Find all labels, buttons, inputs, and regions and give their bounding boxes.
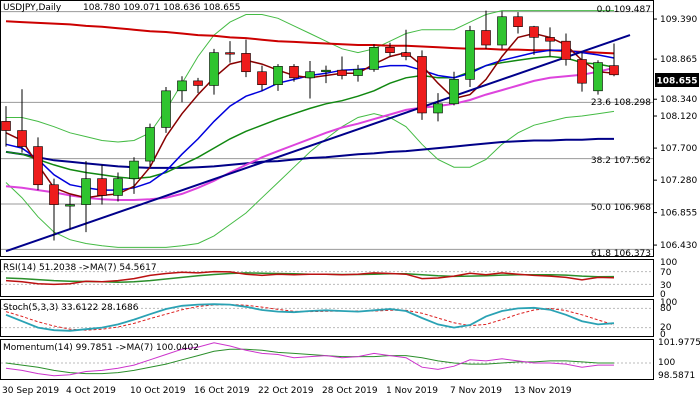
stoch-label: Stoch(5,3,3) 33.6122 28.1686: [3, 303, 139, 313]
candle-body: [193, 80, 203, 86]
candle-body: [49, 184, 59, 205]
current-price-marker: [655, 73, 699, 87]
candle-body: [241, 53, 251, 73]
candle-body: [273, 66, 283, 86]
date-axis-label: 10 Oct 2019: [130, 386, 186, 396]
main-panel-frame: [0, 0, 654, 257]
price-axis-label: 108.865: [660, 55, 697, 65]
candle-body: [385, 46, 395, 53]
date-axis-label: 28 Oct 2019: [322, 386, 378, 396]
fib-label-50: 50.0 106.968: [591, 203, 651, 213]
candle-body: [177, 80, 187, 92]
candle-body: [577, 59, 587, 84]
fib-label-0: 0.0 109.487: [597, 5, 651, 15]
stoch-axis-label: 20: [660, 323, 672, 333]
stoch-d-line: [5, 304, 615, 331]
fib-label-382: 38.2 107.562: [591, 156, 651, 166]
price-axis-label: 109.390: [660, 15, 697, 25]
candle-body: [65, 204, 75, 207]
candle-body: [529, 26, 539, 38]
momentum-axis-label: 98.5871: [658, 371, 695, 381]
candle-body: [129, 160, 139, 179]
candle-body: [593, 62, 603, 92]
candle-body: [609, 65, 619, 76]
candle-body: [97, 178, 107, 196]
date-axis-label: 4 Oct 2019: [66, 386, 116, 396]
candle-body: [353, 69, 363, 76]
candle-body: [433, 103, 443, 114]
momentum-label: Momentum(14) 99.7851 ->MA(7) 100.0402: [3, 343, 199, 353]
ma-red-line: [5, 20, 615, 55]
stoch-axis-label: 0: [660, 330, 666, 340]
price-axis-label: 107.280: [660, 176, 697, 186]
price-axis-label: 106.430: [660, 241, 697, 251]
candle-body: [17, 130, 27, 147]
candle-body: [289, 66, 299, 79]
candle-body: [369, 46, 379, 70]
candle-body: [33, 146, 43, 186]
chart-symbol-label: USDJPY,Daily: [3, 3, 62, 13]
price-axis-label: 108.120: [660, 112, 697, 122]
chart-ohlc-label: 108.780 109.071 108.636 108.655: [83, 3, 240, 13]
stoch-k-line: [5, 303, 615, 332]
rsi-line: [5, 270, 615, 286]
candle-body: [81, 178, 91, 205]
candle-body: [513, 16, 523, 27]
candle-body: [561, 40, 571, 60]
stoch-axis-label: 80: [660, 304, 672, 314]
fib-label-618: 61.8 106.373: [591, 249, 651, 259]
momentum-line: [5, 342, 614, 377]
rsi-axis-label: 70: [660, 268, 672, 278]
date-axis-label: 13 Nov 2019: [514, 386, 572, 396]
candle-body: [497, 16, 507, 46]
ma-green-line: [5, 55, 615, 180]
ma-magenta-line: [5, 66, 615, 201]
momentum-axis-label: 101.9775: [658, 338, 700, 348]
candle-body: [113, 178, 123, 196]
candle-body: [161, 90, 171, 128]
candle-body: [305, 71, 315, 79]
candle-body: [465, 30, 475, 80]
trendline: [5, 34, 631, 253]
candle-body: [449, 79, 459, 105]
rsi-panel-frame: [0, 259, 654, 297]
momentum-ma-line: [5, 348, 614, 375]
rsi-axis-label: 30: [660, 281, 672, 291]
candle-body: [145, 127, 155, 162]
candle-body: [337, 69, 347, 76]
rsi-axis-label: 100: [660, 258, 677, 268]
current-price-text: 108.655: [657, 77, 698, 87]
candle-body: [481, 30, 491, 46]
date-axis-label: 30 Sep 2019: [2, 386, 59, 396]
candle-body: [209, 52, 219, 86]
price-axis-label: 106.855: [660, 209, 697, 219]
bollinger-upper-band: [6, 10, 614, 143]
ma-navy-line: [5, 137, 614, 169]
fib-label-236: 23.6 108.298: [591, 98, 651, 108]
price-axis-label: 108.340: [660, 95, 697, 105]
price-axis-label: 107.700: [660, 144, 697, 154]
stoch-panel-frame: [0, 299, 654, 337]
candle-body: [257, 71, 267, 86]
date-axis-label: 16 Oct 2019: [194, 386, 250, 396]
candle-body: [1, 121, 11, 131]
rsi-axis-label: 0: [660, 290, 666, 300]
date-axis-label: 22 Oct 2019: [258, 386, 314, 396]
date-axis-label: 1 Nov 2019: [386, 386, 438, 396]
candle-body: [401, 52, 411, 57]
bollinger-lower-band: [5, 110, 615, 248]
candle-body: [417, 56, 427, 114]
date-axis-label: 7 Nov 2019: [450, 386, 502, 396]
candle-body: [225, 52, 235, 55]
stoch-axis-label: 100: [660, 298, 677, 308]
rsi-label: RSI(14) 51.2038 ->MA(7) 54.5617: [3, 263, 157, 273]
momentum-axis-label: 100: [658, 358, 675, 368]
candle-body: [545, 37, 555, 42]
candle-body: [321, 69, 331, 73]
